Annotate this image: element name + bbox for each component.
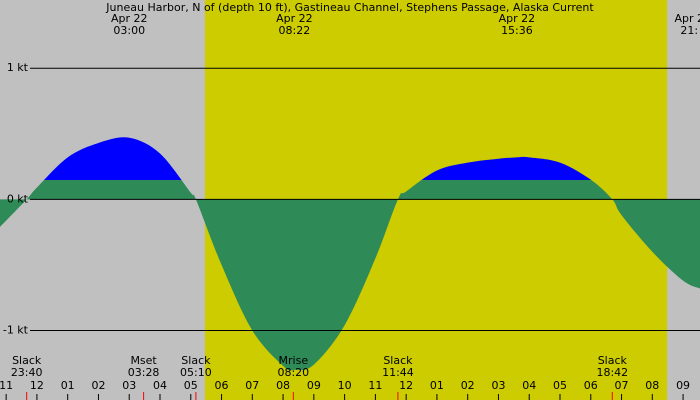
- x-tick-label: 11: [368, 379, 382, 392]
- event-time: 03:28: [128, 366, 160, 379]
- x-tick-label: 05: [553, 379, 567, 392]
- top-time: 15:36: [501, 24, 533, 37]
- event-label: Slack: [181, 354, 211, 367]
- y-tick-label: 1 kt: [7, 61, 29, 74]
- event-time: 08:20: [277, 366, 309, 379]
- flood-area: [44, 137, 592, 180]
- top-date: Apr 22: [111, 12, 148, 25]
- top-time: 03:00: [113, 24, 145, 37]
- event-time: 23:40: [11, 366, 43, 379]
- chart-title: Juneau Harbor, N of (depth 10 ft), Gasti…: [105, 1, 594, 14]
- x-tick-label: 09: [307, 379, 321, 392]
- x-tick-label: 05: [184, 379, 198, 392]
- x-tick-label: 04: [522, 379, 536, 392]
- x-tick-label: 01: [430, 379, 444, 392]
- top-date: Apr 2: [674, 12, 700, 25]
- x-tick-label: 06: [584, 379, 598, 392]
- x-tick-label: 11: [0, 379, 13, 392]
- event-time: 05:10: [180, 366, 212, 379]
- event-label: Slack: [598, 354, 628, 367]
- y-tick-label: 0 kt: [7, 192, 29, 205]
- x-tick-label: 03: [491, 379, 505, 392]
- event-label: Slack: [383, 354, 413, 367]
- top-date: Apr 22: [276, 12, 313, 25]
- x-tick-label: 10: [338, 379, 352, 392]
- x-tick-label: 08: [276, 379, 290, 392]
- event-time: 18:42: [596, 366, 628, 379]
- event-label: Slack: [12, 354, 42, 367]
- x-tick-label: 09: [676, 379, 690, 392]
- x-tick-label: 12: [30, 379, 44, 392]
- event-label: Mrise: [279, 354, 309, 367]
- top-date: Apr 22: [499, 12, 536, 25]
- ebb-area: [0, 180, 700, 371]
- x-tick-label: 07: [245, 379, 259, 392]
- event-label: Mset: [130, 354, 157, 367]
- x-tick-label: 08: [645, 379, 659, 392]
- top-time: 21:: [680, 24, 698, 37]
- event-time: 11:44: [382, 366, 414, 379]
- x-tick-label: 03: [122, 379, 136, 392]
- x-tick-label: 07: [615, 379, 629, 392]
- x-tick-label: 12: [399, 379, 413, 392]
- x-tick-label: 06: [215, 379, 229, 392]
- x-tick-label: 02: [91, 379, 105, 392]
- y-tick-label: -1 kt: [3, 323, 29, 336]
- top-time: 08:22: [279, 24, 311, 37]
- x-tick-label: 01: [61, 379, 75, 392]
- x-tick-label: 02: [461, 379, 475, 392]
- x-tick-label: 04: [153, 379, 167, 392]
